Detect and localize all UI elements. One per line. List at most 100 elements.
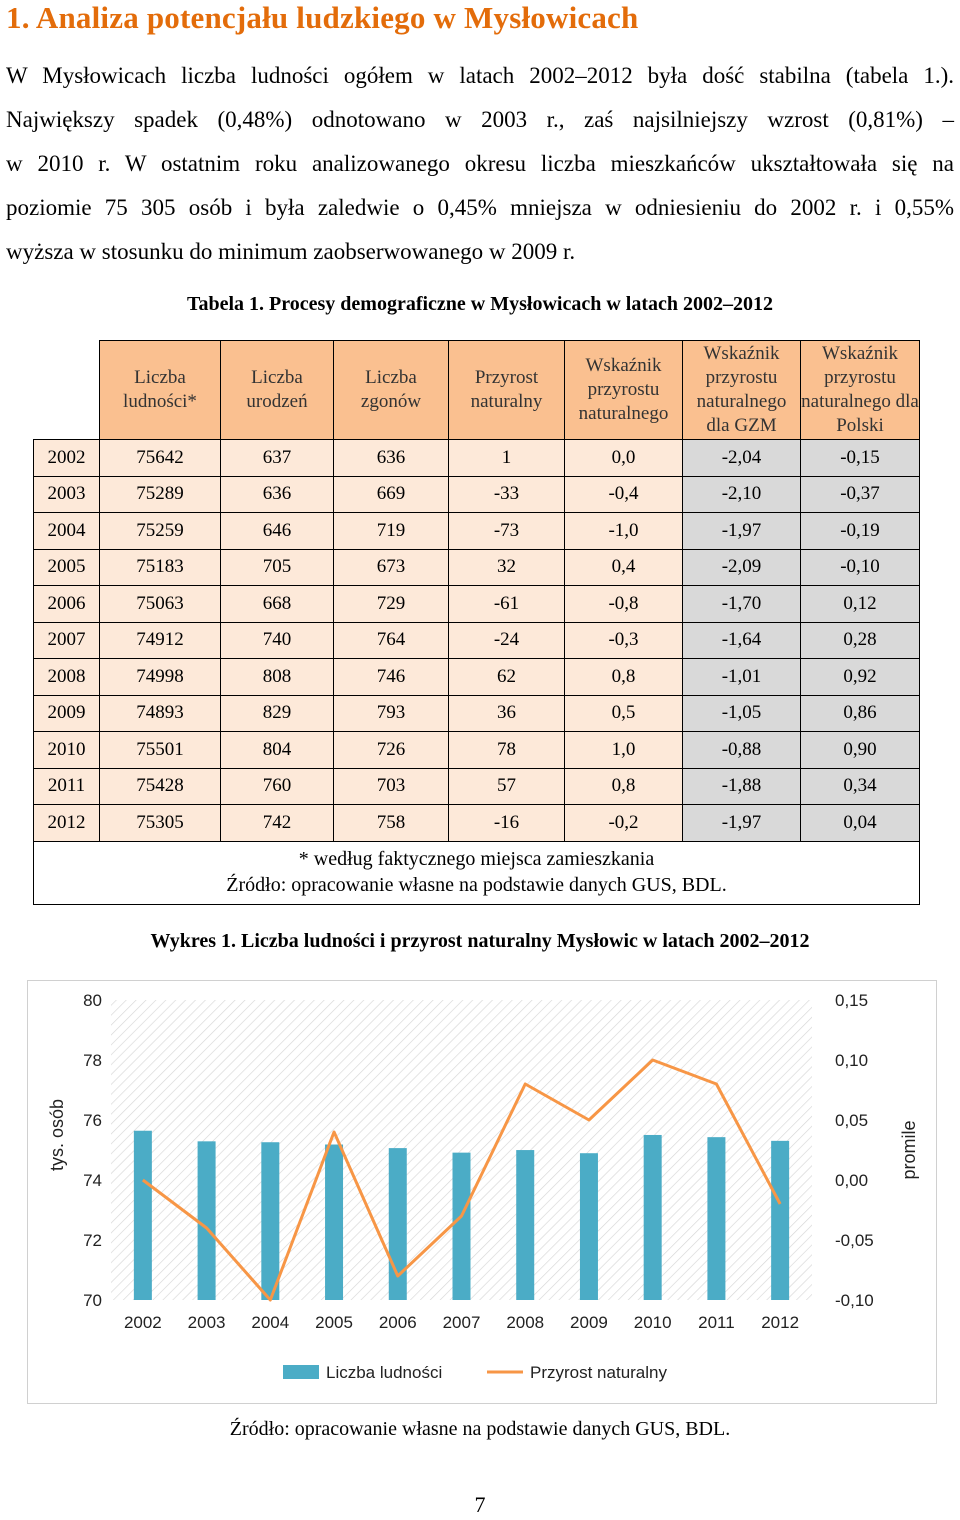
table-cell: 75305	[99, 804, 221, 842]
population-bar	[516, 1150, 535, 1300]
table-cell: -0,4	[564, 475, 683, 513]
table-footer: * według faktycznego miejsca zamieszkani…	[33, 840, 920, 905]
table-cell: -16	[448, 804, 565, 842]
table-cell: -0,2	[564, 804, 683, 842]
y-left-tick-label: 74	[83, 1171, 102, 1190]
y-right-tick-label: 0,05	[835, 1111, 868, 1130]
year-cell: 2008	[33, 658, 100, 696]
year-cell: 2011	[33, 767, 100, 805]
header-cell: Przyrost naturalny	[448, 340, 565, 440]
table-cell: -73	[448, 512, 565, 550]
x-tick-label: 2003	[188, 1313, 226, 1332]
y-right-tick-label: -0,10	[835, 1291, 874, 1310]
table-cell: -0,19	[800, 512, 920, 550]
table-cell: 669	[333, 475, 449, 513]
y-right-tick-label: 0,00	[835, 1171, 868, 1190]
table-cell: -1,70	[682, 585, 801, 623]
table-row: 2011 75428 760 703 57 0,8 -1,88 0,34	[33, 767, 920, 805]
table-cell: -0,37	[800, 475, 920, 513]
paragraph-line: Największy spadek (0,48%) odnotowano w 2…	[6, 107, 954, 132]
y-right-axis-title: promile	[899, 1120, 919, 1179]
table-cell: 1,0	[564, 731, 683, 769]
table-row: 2002 75642 637 636 1 0,0 -2,04 -0,15	[33, 439, 920, 477]
x-tick-label: 2012	[761, 1313, 799, 1332]
table-row: 2012 75305 742 758 -16 -0,2 -1,97 0,04	[33, 804, 920, 842]
x-tick-label: 2009	[570, 1313, 608, 1332]
year-cell: 2010	[33, 731, 100, 769]
table-row: 2008 74998 808 746 62 0,8 -1,01 0,92	[33, 658, 920, 696]
header-cell: Liczba urodzeń	[220, 340, 334, 440]
table-cell: 740	[220, 621, 334, 659]
table-cell: -1,01	[682, 658, 801, 696]
x-tick-label: 2002	[124, 1313, 162, 1332]
table-cell: 0,8	[564, 658, 683, 696]
x-tick-label: 2006	[379, 1313, 417, 1332]
chart-svg: 70 72 74 76 78 80 -0,10 -0,05 0,00 0,05 0,10 0,15 ty…	[27, 980, 937, 1404]
x-tick-label: 2010	[634, 1313, 672, 1332]
table-cell: 705	[220, 548, 334, 586]
header-cell: Wskaźnik przyrostu naturalnego dla Polsk…	[800, 340, 920, 440]
section-heading: 1. Analiza potencjału ludzkiego w Mysłow…	[6, 0, 639, 35]
table-cell: 746	[333, 658, 449, 696]
year-cell: 2007	[33, 621, 100, 659]
table-cell: 729	[333, 585, 449, 623]
x-tick-label: 2005	[315, 1313, 353, 1332]
table-cell: -2,10	[682, 475, 801, 513]
population-bar	[388, 1148, 407, 1300]
population-bar	[325, 1144, 344, 1300]
table-cell: 726	[333, 731, 449, 769]
table-cell: 758	[333, 804, 449, 842]
table-cell: 0,92	[800, 658, 920, 696]
x-tick-label: 2007	[443, 1313, 481, 1332]
table-row: 2005 75183 705 673 32 0,4 -2,09 -0,10	[33, 548, 920, 586]
table-cell: 0,8	[564, 767, 683, 805]
table-cell: 62	[448, 658, 565, 696]
population-bar	[643, 1134, 662, 1300]
table-cell: -0,8	[564, 585, 683, 623]
table-cell: 764	[333, 621, 449, 659]
table-cell: 36	[448, 694, 565, 732]
table-row: 2003 75289 636 669 -33 -0,4 -2,10 -0,37	[33, 475, 920, 513]
table-cell: -0,15	[800, 439, 920, 477]
table-cell: 75642	[99, 439, 221, 477]
year-cell: 2005	[33, 548, 100, 586]
table-corner	[33, 340, 100, 440]
year-cell: 2009	[33, 694, 100, 732]
table-cell: 719	[333, 512, 449, 550]
paragraph-line: w 2010 r. W ostatnim roku analizowanego …	[6, 151, 954, 176]
table-cell: -33	[448, 475, 565, 513]
table-cell: 804	[220, 731, 334, 769]
table-cell: 668	[220, 585, 334, 623]
chart-source: Źródło: opracowanie własne na podstawie …	[229, 1418, 731, 1440]
y-left-tick-label: 70	[83, 1291, 102, 1310]
table-source: Źródło: opracowanie własne na podstawie …	[226, 873, 727, 896]
population-bar	[261, 1142, 280, 1300]
table-cell: 0,0	[564, 439, 683, 477]
table-cell: -24	[448, 621, 565, 659]
population-bar	[133, 1130, 152, 1300]
table-cell: -1,88	[682, 767, 801, 805]
table-cell: 0,5	[564, 694, 683, 732]
year-cell: 2003	[33, 475, 100, 513]
table-cell: 75183	[99, 548, 221, 586]
legend-swatch-bar	[283, 1365, 319, 1379]
table-cell: 0,4	[564, 548, 683, 586]
y-right-tick-label: 0,10	[835, 1051, 868, 1070]
population-bar	[707, 1137, 726, 1300]
natural-growth-line	[141, 1058, 782, 1302]
table-cell: 808	[220, 658, 334, 696]
legend-label-growth: Przyrost naturalny	[530, 1363, 667, 1382]
year-cell: 2004	[33, 512, 100, 550]
table-cell: -1,05	[682, 694, 801, 732]
table-cell: -0,88	[682, 731, 801, 769]
table-cell: -1,64	[682, 621, 801, 659]
table-cell: 673	[333, 548, 449, 586]
table-cell: 74912	[99, 621, 221, 659]
table-row: 2006 75063 668 729 -61 -0,8 -1,70 0,12	[33, 585, 920, 623]
year-cell: 2012	[33, 804, 100, 842]
table-cell: 0,28	[800, 621, 920, 659]
population-bar	[197, 1141, 216, 1300]
table-cell: -1,97	[682, 512, 801, 550]
x-tick-label: 2011	[698, 1313, 735, 1332]
table-cell: -0,10	[800, 548, 920, 586]
